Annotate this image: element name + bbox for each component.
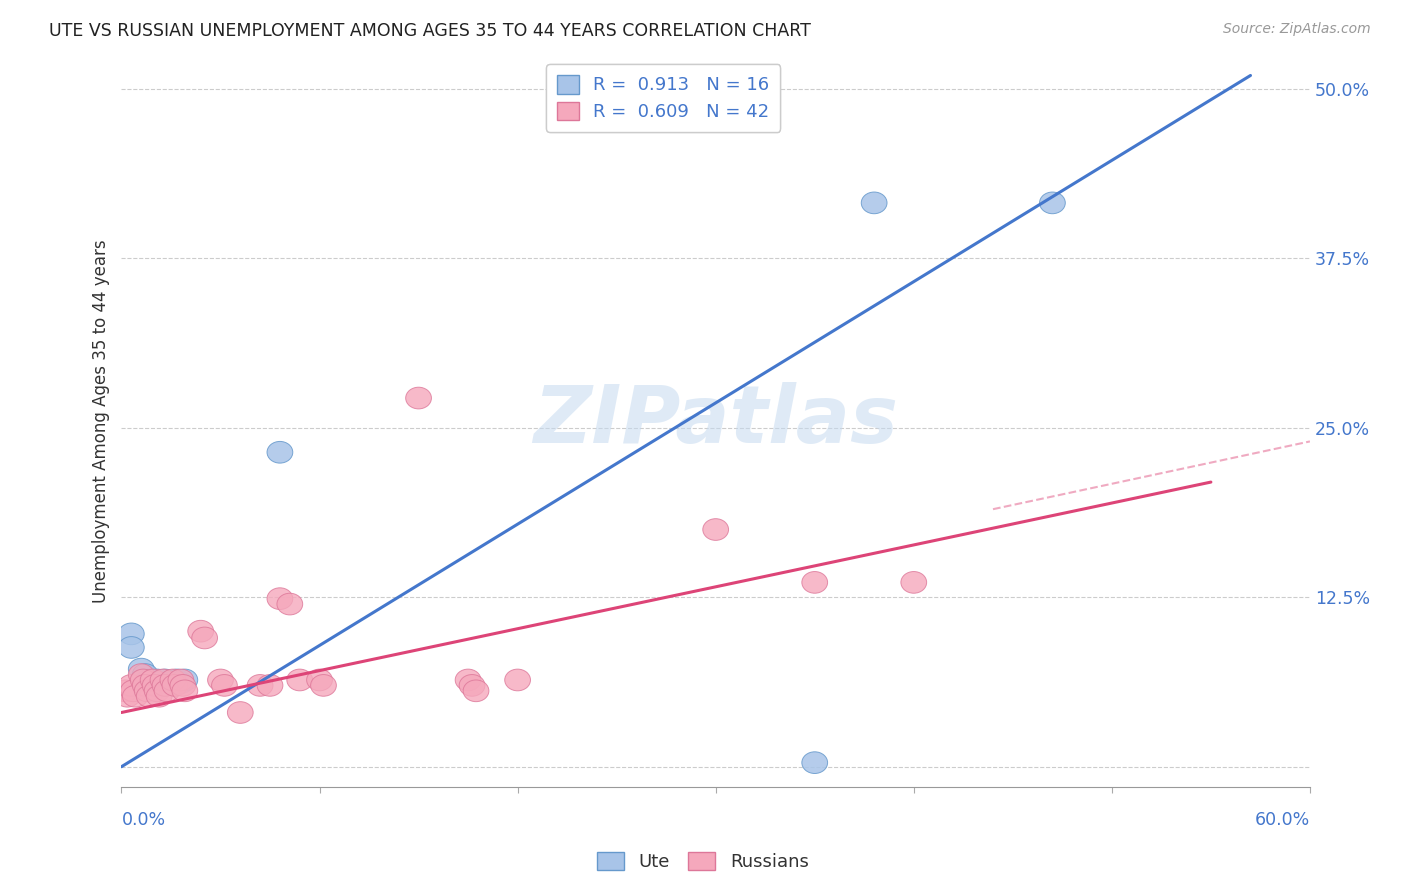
Ellipse shape xyxy=(257,674,283,697)
Ellipse shape xyxy=(505,669,530,690)
Ellipse shape xyxy=(121,680,146,702)
Ellipse shape xyxy=(118,674,145,697)
Legend: R =  0.913   N = 16, R =  0.609   N = 42: R = 0.913 N = 16, R = 0.609 N = 42 xyxy=(547,64,780,132)
Ellipse shape xyxy=(145,669,170,690)
Y-axis label: Unemployment Among Ages 35 to 44 years: Unemployment Among Ages 35 to 44 years xyxy=(93,239,110,603)
Ellipse shape xyxy=(1039,192,1066,214)
Ellipse shape xyxy=(167,672,194,693)
Ellipse shape xyxy=(132,674,157,697)
Text: UTE VS RUSSIAN UNEMPLOYMENT AMONG AGES 35 TO 44 YEARS CORRELATION CHART: UTE VS RUSSIAN UNEMPLOYMENT AMONG AGES 3… xyxy=(49,22,811,40)
Ellipse shape xyxy=(188,620,214,642)
Ellipse shape xyxy=(135,680,160,702)
Ellipse shape xyxy=(142,674,167,697)
Ellipse shape xyxy=(157,672,184,693)
Ellipse shape xyxy=(128,658,155,680)
Ellipse shape xyxy=(118,623,145,645)
Ellipse shape xyxy=(901,572,927,593)
Ellipse shape xyxy=(141,669,166,690)
Legend: Ute, Russians: Ute, Russians xyxy=(591,845,815,879)
Ellipse shape xyxy=(311,674,336,697)
Ellipse shape xyxy=(132,664,157,685)
Ellipse shape xyxy=(247,674,273,697)
Ellipse shape xyxy=(228,702,253,723)
Ellipse shape xyxy=(703,518,728,541)
Ellipse shape xyxy=(172,680,198,702)
Ellipse shape xyxy=(170,674,195,697)
Text: Source: ZipAtlas.com: Source: ZipAtlas.com xyxy=(1223,22,1371,37)
Ellipse shape xyxy=(136,669,162,690)
Ellipse shape xyxy=(122,685,148,707)
Ellipse shape xyxy=(267,588,292,609)
Ellipse shape xyxy=(801,572,828,593)
Ellipse shape xyxy=(801,752,828,773)
Ellipse shape xyxy=(165,669,190,690)
Ellipse shape xyxy=(208,669,233,690)
Ellipse shape xyxy=(211,674,238,697)
Ellipse shape xyxy=(146,685,172,707)
Ellipse shape xyxy=(267,442,292,463)
Ellipse shape xyxy=(150,669,176,690)
Ellipse shape xyxy=(155,680,180,702)
Text: 0.0%: 0.0% xyxy=(121,812,166,830)
Text: 60.0%: 60.0% xyxy=(1254,812,1310,830)
Ellipse shape xyxy=(277,593,302,615)
Ellipse shape xyxy=(162,674,188,697)
Ellipse shape xyxy=(287,669,312,690)
Ellipse shape xyxy=(862,192,887,214)
Ellipse shape xyxy=(114,685,141,707)
Ellipse shape xyxy=(307,669,332,690)
Ellipse shape xyxy=(148,672,174,693)
Ellipse shape xyxy=(191,627,218,648)
Ellipse shape xyxy=(152,669,179,690)
Ellipse shape xyxy=(131,669,156,690)
Ellipse shape xyxy=(456,669,481,690)
Ellipse shape xyxy=(112,680,138,702)
Text: ZIPatlas: ZIPatlas xyxy=(533,382,898,460)
Ellipse shape xyxy=(406,387,432,409)
Ellipse shape xyxy=(136,685,162,707)
Ellipse shape xyxy=(463,680,489,702)
Ellipse shape xyxy=(128,664,155,685)
Ellipse shape xyxy=(172,669,198,690)
Ellipse shape xyxy=(145,680,170,702)
Ellipse shape xyxy=(118,637,145,658)
Ellipse shape xyxy=(152,674,179,697)
Ellipse shape xyxy=(160,669,186,690)
Ellipse shape xyxy=(167,669,194,690)
Ellipse shape xyxy=(460,674,485,697)
